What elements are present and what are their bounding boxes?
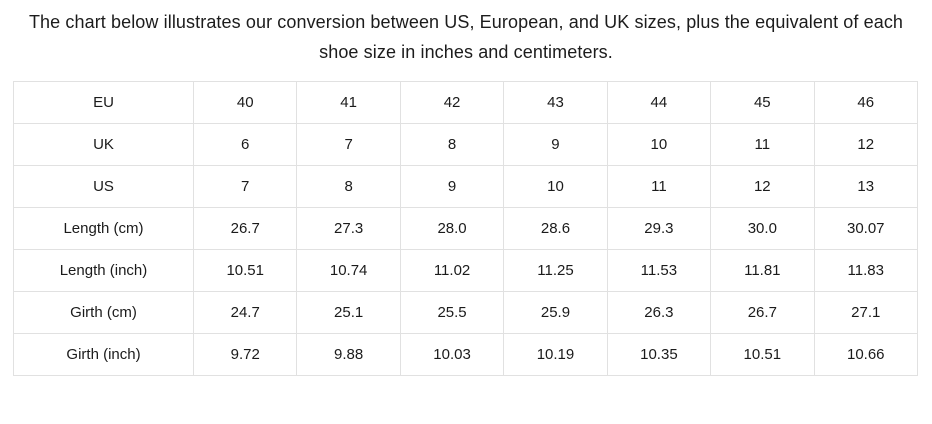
table-cell: 10.35 [606, 333, 712, 376]
table-cell: 7 [296, 123, 401, 166]
table-cell: 26.7 [710, 291, 815, 334]
row-label: Girth (inch) [13, 333, 194, 376]
table-row: Girth (cm) 24.7 25.1 25.5 25.9 26.3 26.7 27.1 [13, 291, 919, 334]
table-cell: 28.6 [503, 207, 608, 250]
table-cell: 30.0 [710, 207, 815, 250]
table-cell: 12 [813, 123, 919, 166]
table-cell: 11 [606, 165, 712, 208]
table-cell: 9 [399, 165, 505, 208]
table-cell: 11.53 [606, 249, 712, 292]
table-row: Length (cm) 26.7 27.3 28.0 28.6 29.3 30.0 30.07 [13, 207, 919, 250]
table-cell: 9.88 [296, 333, 401, 376]
table-cell: 9 [503, 123, 608, 166]
table-cell: 11.83 [813, 249, 919, 292]
table-cell: 11.25 [503, 249, 608, 292]
table-cell: 10.51 [192, 249, 298, 292]
table-cell: 28.0 [399, 207, 505, 250]
table-cell: 10.51 [710, 333, 815, 376]
table-row: Length (inch) 10.51 10.74 11.02 11.25 11.53 11… [13, 249, 919, 292]
table-cell: 42 [399, 81, 505, 124]
table-cell: 27.3 [296, 207, 401, 250]
table-cell: 40 [192, 81, 298, 124]
table-cell: 25.9 [503, 291, 608, 334]
table-row: Girth (inch) 9.72 9.88 10.03 10.19 10.35 10.51… [13, 333, 919, 376]
table-cell: 26.7 [192, 207, 298, 250]
table-cell: 30.07 [813, 207, 919, 250]
table-cell: 7 [192, 165, 298, 208]
table-cell: 44 [606, 81, 712, 124]
table-cell: 29.3 [606, 207, 712, 250]
table-cell: 13 [813, 165, 919, 208]
table-cell: 26.3 [606, 291, 712, 334]
table-cell: 45 [710, 81, 815, 124]
row-label: Length (cm) [13, 207, 194, 250]
size-table-body: EU 40 41 42 43 44 45 46 UK 6 7 8 9 10 11 12 US 7 8 9 10 11 12 1… [13, 81, 919, 376]
table-cell: 10 [503, 165, 608, 208]
table-cell: 10.74 [296, 249, 401, 292]
table-cell: 43 [503, 81, 608, 124]
row-label: Length (inch) [13, 249, 194, 292]
table-cell: 11.02 [399, 249, 505, 292]
table-row: US 7 8 9 10 11 12 13 [13, 165, 919, 208]
table-cell: 6 [192, 123, 298, 166]
table-row: EU 40 41 42 43 44 45 46 [13, 81, 919, 124]
row-label: EU [13, 81, 194, 124]
table-cell: 8 [296, 165, 401, 208]
table-cell: 10.66 [813, 333, 919, 376]
table-cell: 10.03 [399, 333, 505, 376]
table-cell: 10 [606, 123, 712, 166]
table-cell: 9.72 [192, 333, 298, 376]
table-cell: 24.7 [192, 291, 298, 334]
row-label: US [13, 165, 194, 208]
row-label: UK [13, 123, 194, 166]
table-cell: 11 [710, 123, 815, 166]
table-cell: 8 [399, 123, 505, 166]
size-conversion-table-wrap: EU 40 41 42 43 44 45 46 UK 6 7 8 9 10 11 12 US 7 8 9 10 11 12 1… [13, 81, 919, 376]
table-cell: 25.5 [399, 291, 505, 334]
size-conversion-table: EU 40 41 42 43 44 45 46 UK 6 7 8 9 10 11 12 US 7 8 9 10 11 12 1… [13, 81, 919, 376]
table-row: UK 6 7 8 9 10 11 12 [13, 123, 919, 166]
table-cell: 12 [710, 165, 815, 208]
table-cell: 25.1 [296, 291, 401, 334]
table-cell: 11.81 [710, 249, 815, 292]
page-title: The chart below illustrates our conversi… [28, 12, 904, 62]
table-cell: 10.19 [503, 333, 608, 376]
row-label: Girth (cm) [13, 291, 194, 334]
table-cell: 41 [296, 81, 401, 124]
table-cell: 46 [813, 81, 919, 124]
table-cell: 27.1 [813, 291, 919, 334]
